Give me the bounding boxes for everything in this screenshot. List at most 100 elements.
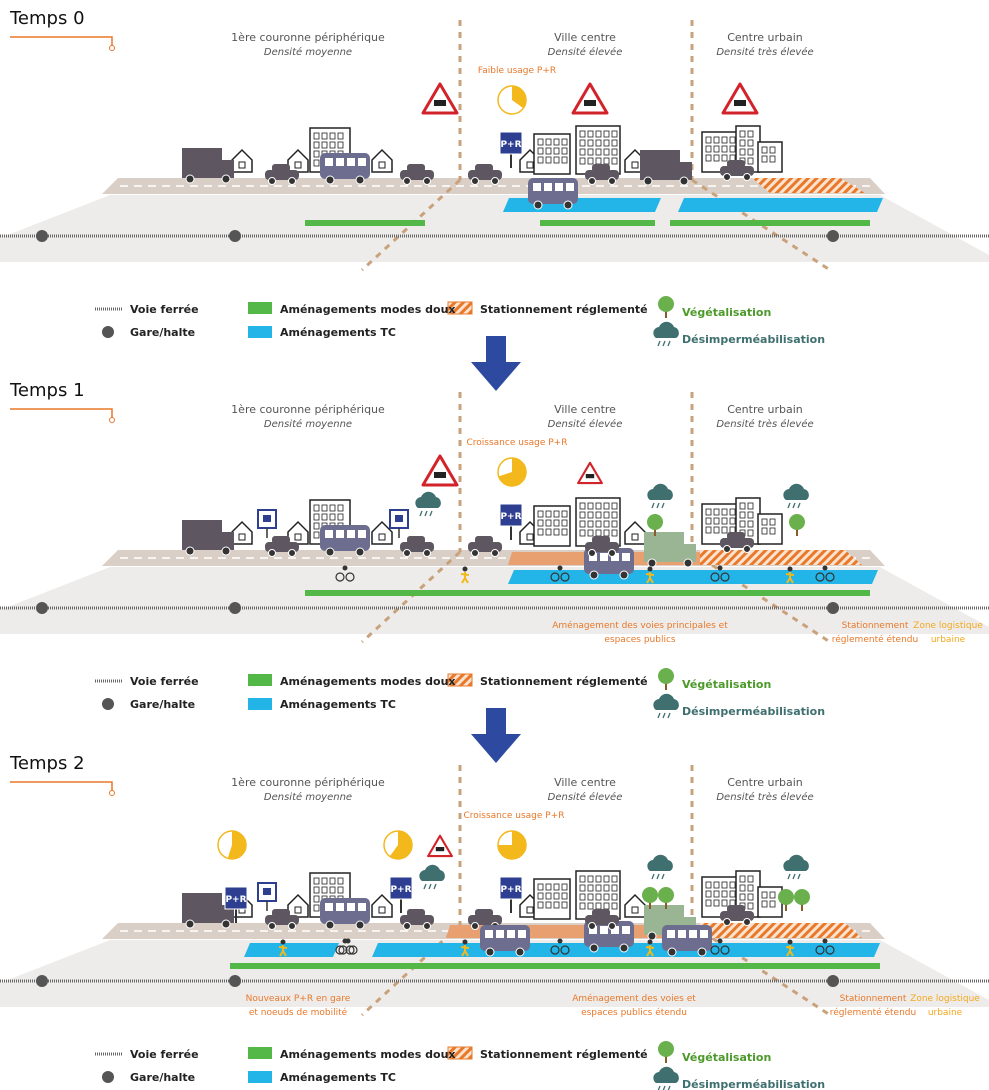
tree-crown [658,296,674,312]
building-window [321,504,328,512]
rain [787,502,791,509]
cyclist [822,565,828,571]
legend-label: Désimperméabilisation [682,705,825,718]
building-window [337,513,344,521]
bus-window [667,930,675,938]
wheel [608,922,616,930]
warning-sign [421,82,459,115]
house [371,893,393,918]
pedestrian-head [280,939,286,945]
pr-sign-label: P+R [390,885,411,895]
legend: Voie ferrée Gare/halte Aménagements modes … [95,668,825,719]
wheel [423,922,431,930]
legend-label: Voie ferrée [130,1048,199,1061]
building-window [705,881,712,889]
pedestrian-head [462,939,468,945]
bus-window [336,530,344,538]
building-window [761,527,768,535]
annotation-line: Stationnement [842,621,909,631]
building-window [313,522,320,530]
rain [428,883,432,890]
building-window [313,150,320,158]
rain [419,510,423,517]
building [575,870,621,920]
building-window [579,139,586,147]
building-window [537,883,544,891]
truck-cab [680,162,692,180]
rain [792,873,796,880]
legend-label: Stationnement réglementé [480,303,648,316]
wheel [185,174,195,184]
warning-sign [571,82,609,115]
building-window [537,156,544,164]
annotation-line: Zone logistique [910,994,980,1004]
pedestrian-head [787,939,793,945]
legend-label: Aménagements modes doux [280,303,456,316]
bus-window [496,930,504,938]
building-window [729,508,736,516]
soft-lane [305,220,425,226]
wheel [743,918,751,926]
building-window [595,893,602,901]
building-window [329,513,336,521]
building-window [739,884,746,892]
bus-stop-icon [395,515,403,522]
rain [662,1085,666,1090]
building-window [579,130,586,138]
rain [667,712,671,719]
warning-car [435,847,445,852]
building-window [611,511,618,519]
building-window [321,877,328,885]
wheel [647,558,657,568]
building-window [329,504,336,512]
zone-density: Densité moyenne [264,46,352,58]
zone-name: Centre urbain [727,403,803,416]
legend-label: Stationnement réglementé [480,675,648,688]
house-window [526,533,534,541]
legend-label: Voie ferrée [130,303,199,316]
building-window [603,884,610,892]
wheel [185,546,195,556]
wheel [608,177,616,185]
wheel [608,549,616,557]
building-window [579,520,586,528]
timeline-arrow [471,336,521,391]
building-window [553,138,560,146]
wheel [679,176,689,186]
building-window [561,883,568,891]
wheel [647,931,657,941]
building-window [761,900,768,908]
building-window [705,136,712,144]
station [36,230,48,242]
building-window [603,875,610,883]
warning-car [434,472,446,478]
building-window [729,145,736,153]
tree-crown [658,668,674,684]
wheel [619,570,629,580]
soft-lane [230,963,880,969]
legend-label: Végétalisation [682,678,771,691]
zone-name: 1ère couronne périphérique [231,31,385,44]
building-window [595,502,602,510]
building-window [611,902,618,910]
building-window [747,511,754,519]
annotation: Zone logistique urbaine [913,621,983,645]
building-window [329,877,336,885]
building-window [603,520,610,528]
wheel [723,173,731,181]
house-window [378,533,386,541]
building-window [579,875,586,883]
annotation: Nouveaux P+R en gare et noeuds de mobilit… [246,994,351,1018]
building-window [337,877,344,885]
zone-divider-diag [360,178,462,272]
pedestrian [460,945,470,957]
panel-title: Temps 0 [9,8,85,29]
building-window [545,901,552,909]
building-window [611,139,618,147]
building-window [713,154,720,162]
building-window [587,139,594,147]
bus-window [589,553,597,561]
soft-lane [670,220,870,226]
truck-box [182,893,222,923]
